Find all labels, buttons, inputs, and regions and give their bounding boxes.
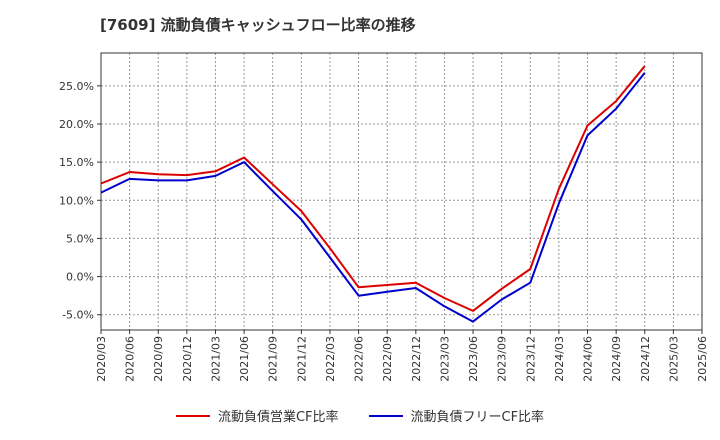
x-axis: 2020/03 2020/06 2020/09 2020/12 2021/03 2021/…: [95, 330, 709, 382]
x-tick-label: 2022/12: [410, 336, 423, 382]
x-tick-label: 2020/06: [124, 336, 137, 382]
x-tick-label: 2021/06: [238, 336, 251, 382]
y-tick-label: -5.0%: [62, 309, 94, 322]
chart-title: [7609] 流動負債キャッシュフロー比率の推移: [100, 16, 416, 34]
x-tick-label: 2023/03: [438, 336, 451, 382]
x-tick-label: 2022/03: [324, 336, 337, 382]
x-tick-label: 2023/09: [496, 336, 509, 382]
legend-item-free-cf: 流動負債フリーCF比率: [368, 406, 545, 425]
series-line: [100, 72, 646, 323]
x-tick-label: 2021/09: [267, 336, 280, 382]
x-tick-label: 2024/03: [553, 336, 566, 382]
legend-swatch-red: [175, 414, 210, 417]
legend-label: 流動負債営業CF比率: [217, 410, 339, 425]
x-tick-label: 2024/09: [610, 336, 623, 382]
y-tick-label: 20.0%: [59, 118, 94, 131]
y-axis: 25.0% 20.0% 15.0% 10.0% 5.0% 0.0% -5.0%: [59, 80, 101, 322]
y-tick-label: 15.0%: [59, 156, 94, 169]
legend-label: 流動負債フリーCF比率: [410, 410, 545, 425]
x-tick-label: 2021/12: [295, 336, 308, 382]
x-tick-label: 2025/03: [667, 336, 680, 382]
series-lines: [100, 65, 646, 323]
x-tick-label: 2025/06: [696, 336, 709, 382]
x-tick-label: 2024/12: [639, 336, 652, 382]
x-tick-label: 2023/06: [467, 336, 480, 382]
y-tick-label: 10.0%: [59, 194, 94, 207]
x-tick-label: 2021/03: [209, 336, 222, 382]
x-tick-label: 2020/09: [152, 336, 165, 382]
legend: 流動負債営業CF比率 流動負債フリーCF比率: [0, 406, 720, 425]
x-tick-label: 2024/06: [582, 336, 595, 382]
plot-frame: [100, 52, 703, 331]
series-line: [100, 65, 646, 312]
y-tick-label: 25.0%: [59, 80, 94, 93]
x-tick-label: 2022/09: [381, 336, 394, 382]
y-tick-label: 5.0%: [66, 232, 94, 245]
grid: [100, 53, 703, 330]
x-tick-label: 2023/12: [524, 336, 537, 382]
y-tick-label: 0.0%: [66, 271, 94, 284]
x-tick-label: 2022/06: [353, 336, 366, 382]
legend-item-operating-cf: 流動負債営業CF比率: [175, 406, 339, 425]
x-tick-label: 2020/12: [181, 336, 194, 382]
x-tick-label: 2020/03: [95, 336, 108, 382]
legend-swatch-blue: [368, 414, 403, 417]
